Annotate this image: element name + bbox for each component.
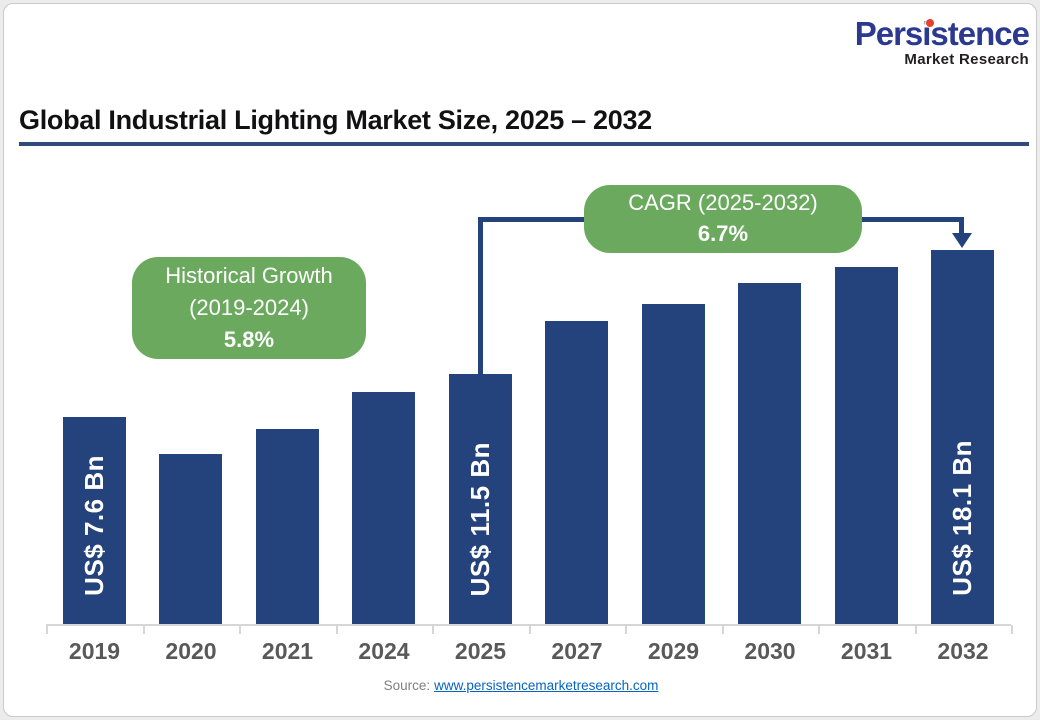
connector-drop-2032 bbox=[959, 217, 964, 234]
axis-tick bbox=[528, 625, 531, 634]
x-axis-year-label-2020: 2020 bbox=[165, 638, 217, 664]
axis-tick bbox=[46, 625, 48, 634]
historical-growth-line1: Historical Growth bbox=[165, 263, 333, 289]
bar-value-label: US$ 18.1 Bn bbox=[947, 440, 978, 596]
x-axis-year-label-2019: 2019 bbox=[68, 638, 121, 664]
x-axis-year-label-2021: 2021 bbox=[261, 638, 314, 664]
arrow-down-icon bbox=[952, 233, 972, 248]
x-axis-year-label-2027: 2027 bbox=[551, 638, 603, 664]
source-link[interactable]: www.persistencemarketresearch.com bbox=[434, 678, 659, 693]
title-underline bbox=[19, 142, 1029, 146]
historical-growth-value: 5.8% bbox=[223, 326, 275, 352]
x-axis-year-label-2032: 2032 bbox=[937, 638, 989, 664]
bar-2019: US$ 7.6 Bn bbox=[62, 417, 126, 624]
source-line: Source: www.persistencemarketresearch.com bbox=[4, 678, 1036, 693]
x-axis-year-label-2025: 2025 bbox=[454, 638, 507, 664]
cagr-line1: CAGR (2025-2032) bbox=[628, 190, 818, 216]
bar-2031 bbox=[834, 267, 898, 624]
connector-riser-2025 bbox=[478, 217, 483, 375]
axis-tick bbox=[625, 625, 627, 634]
bar-2032: US$ 18.1 Bn bbox=[931, 250, 995, 624]
brand-name-text: Persistence bbox=[854, 15, 1030, 52]
historical-growth-line2: (2019-2024) bbox=[189, 295, 309, 321]
chart-stage: Persistence Market Research Global Indus… bbox=[4, 4, 1036, 716]
axis-tick bbox=[721, 625, 724, 634]
axis-tick bbox=[1011, 625, 1013, 634]
historical-growth-badge: Historical Growth (2019-2024) 5.8% bbox=[132, 257, 366, 359]
brand-logo: Persistence Market Research bbox=[854, 15, 1030, 68]
bar-value-label: US$ 11.5 Bn bbox=[464, 441, 495, 596]
axis-tick bbox=[239, 625, 241, 634]
x-axis-year-label-2030: 2030 bbox=[744, 638, 796, 664]
bar-2029 bbox=[641, 304, 705, 624]
logo-red-dot-icon bbox=[925, 19, 934, 27]
bar-2020 bbox=[159, 454, 223, 624]
axis-tick bbox=[914, 625, 917, 634]
axis-tick bbox=[818, 625, 820, 634]
source-label: Source: bbox=[383, 678, 431, 693]
cagr-value: 6.7% bbox=[697, 221, 749, 246]
bar-2027 bbox=[545, 321, 609, 624]
bar-value-label: US$ 7.6 Bn bbox=[78, 455, 109, 596]
cagr-badge: CAGR (2025-2032) 6.7% bbox=[584, 185, 862, 253]
x-axis-year-label-2029: 2029 bbox=[647, 638, 700, 664]
report-card: Persistence Market Research Global Indus… bbox=[3, 3, 1037, 717]
x-axis-year-label-2024: 2024 bbox=[358, 638, 410, 664]
x-axis-year-label-2031: 2031 bbox=[840, 638, 893, 664]
bar-2025: US$ 11.5 Bn bbox=[448, 374, 512, 624]
axis-tick bbox=[335, 625, 338, 634]
bar-chart: US$ 7.6 Bn 2019 2020 2021 2024 US$ 11.5 … bbox=[4, 4, 1036, 716]
bar-2024 bbox=[352, 392, 416, 624]
page-title: Global Industrial Lighting Market Size, … bbox=[19, 105, 652, 135]
axis-tick bbox=[432, 625, 434, 634]
axis-tick bbox=[142, 625, 145, 634]
brand-name: Persistence bbox=[854, 15, 1030, 52]
bar-2030 bbox=[738, 283, 802, 624]
bar-2021 bbox=[255, 429, 319, 624]
brand-subtitle: Market Research bbox=[904, 51, 1029, 68]
